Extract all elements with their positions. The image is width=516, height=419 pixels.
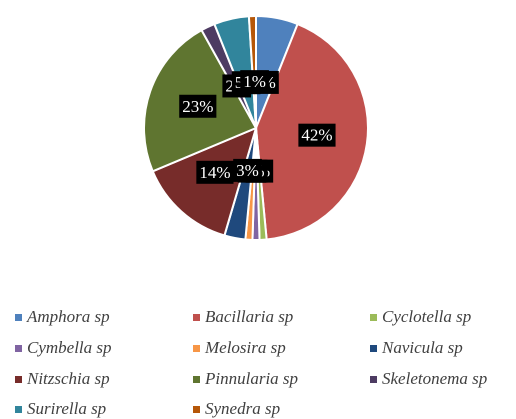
data-label-text: 3%	[236, 161, 259, 180]
legend-marker	[15, 406, 22, 413]
legend-label: Cyclotella sp	[382, 307, 471, 326]
legend-marker	[370, 345, 377, 352]
legend-marker	[193, 376, 200, 383]
legend-marker	[15, 314, 22, 321]
data-label: 3%	[233, 158, 262, 182]
legend-label: Surirella sp	[27, 399, 106, 418]
data-label-text: 23%	[182, 97, 213, 116]
legend-marker	[193, 406, 200, 413]
legend-marker	[193, 345, 200, 352]
legend-marker	[370, 314, 377, 321]
legend-label: Synedra sp	[205, 399, 280, 418]
data-label-box	[240, 70, 269, 94]
data-label-text: 1%	[243, 72, 266, 91]
legend-marker	[15, 376, 22, 383]
legend-label: Navicula sp	[381, 338, 463, 357]
data-label-text: 14%	[199, 163, 230, 182]
data-label-box	[196, 160, 234, 184]
data-label: 42%	[298, 123, 336, 147]
legend-marker	[370, 376, 377, 383]
data-label-box	[298, 123, 336, 147]
legend-label: Cymbella sp	[27, 338, 112, 357]
legend-label: Pinnularia sp	[204, 369, 298, 388]
legend-label: Melosira sp	[204, 338, 286, 357]
data-label: 14%	[196, 160, 234, 184]
data-label: 23%	[179, 94, 217, 118]
data-label-text: 42%	[301, 126, 332, 145]
data-label: 1%	[240, 70, 269, 94]
legend-marker	[193, 314, 200, 321]
data-label-box	[179, 94, 217, 118]
legend-label: Amphora sp	[26, 307, 110, 326]
legend-label: Nitzschia sp	[26, 369, 110, 388]
legend-marker	[15, 345, 22, 352]
legend-label: Bacillaria sp	[205, 307, 293, 326]
legend-label: Skeletonema sp	[382, 369, 487, 388]
data-label-box	[233, 158, 262, 182]
